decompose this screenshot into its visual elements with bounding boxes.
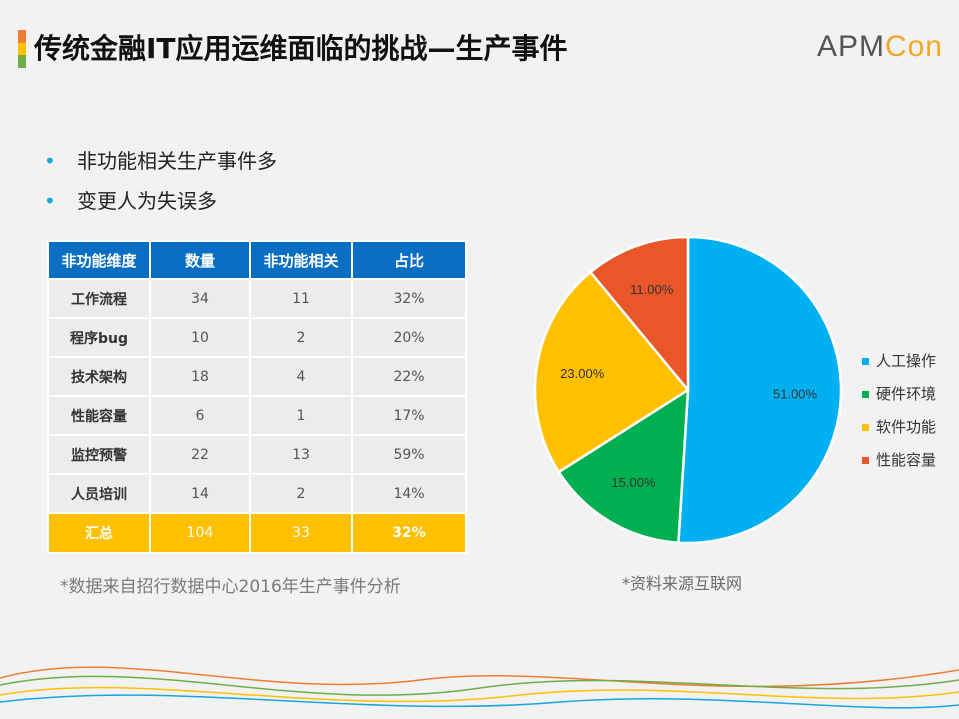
table-cell: 13 (249, 434, 353, 475)
wave-line-green (0, 675, 959, 696)
table-cell: 1 (249, 395, 353, 436)
table-header-cell: 非功能相关 (249, 240, 353, 280)
table-header-cell: 非功能维度 (47, 240, 151, 280)
decorative-waves (0, 666, 959, 709)
legend-item: 性能容量 (862, 444, 936, 477)
bullet-dot-icon: • (44, 149, 56, 173)
table-cell: 2 (249, 317, 353, 358)
apmcon-logo: APMCon (817, 30, 943, 64)
table-total-cell: 汇总 (47, 512, 151, 554)
table-row: 性能容量 6 1 17% (47, 395, 467, 436)
title-accent-yellow (18, 42, 26, 56)
table-cell: 20% (351, 317, 467, 358)
title-accent-bar (18, 30, 26, 68)
title-accent-orange (18, 30, 26, 43)
slide-title: 传统金融IT应用运维面临的挑战—生产事件 (34, 32, 568, 65)
legend-item: 软件功能 (862, 411, 936, 444)
legend-swatch (862, 358, 869, 365)
legend-item: 人工操作 (862, 345, 936, 378)
legend-swatch (862, 391, 869, 398)
table-row: 人员培训 14 2 14% (47, 473, 467, 514)
legend-label: 硬件环境 (876, 385, 937, 403)
table-header-cell: 占比 (351, 240, 467, 280)
pie-slice-3 (533, 270, 690, 474)
wave-line-yellow (0, 686, 959, 703)
pie-data-label: 23.00% (560, 366, 605, 381)
pie-data-label: 51.00% (773, 386, 818, 401)
legend-swatch (862, 424, 869, 431)
bullet-dot-icon: • (44, 189, 56, 213)
table-cell: 2 (249, 473, 353, 514)
table-cell: 14% (351, 473, 467, 514)
table-cell: 59% (351, 434, 467, 475)
table-cell: 性能容量 (47, 395, 151, 436)
table-cell: 工作流程 (47, 278, 151, 319)
table-total-cell: 104 (149, 512, 251, 554)
table-cell: 17% (351, 395, 467, 436)
logo-text-con: Con (884, 30, 943, 63)
table-row: 程序bug 10 2 20% (47, 317, 467, 358)
table-cell: 10 (149, 317, 251, 358)
pie-slice-2 (557, 387, 690, 545)
table-cell: 34 (149, 278, 251, 319)
table-row: 工作流程 34 11 32% (47, 278, 467, 319)
title-accent-green (18, 55, 26, 68)
bullet-item: • 非功能相关生产事件多 (44, 145, 277, 185)
table-cell: 14 (149, 473, 251, 514)
table-cell: 18 (149, 356, 251, 397)
pie-slice-1 (677, 235, 843, 545)
legend-label: 软件功能 (876, 418, 937, 436)
chart-source-note: *资料来源互联网 (622, 574, 743, 593)
legend-swatch (862, 457, 869, 464)
table-row: 技术架构 18 4 22% (47, 356, 467, 397)
pie-slice-4 (588, 235, 690, 394)
table-cell: 监控预警 (47, 434, 151, 475)
chart-legend: 人工操作硬件环境软件功能性能容量 (862, 345, 936, 477)
wave-line-blue (0, 694, 959, 709)
logo-text-apm: APM (816, 30, 885, 63)
pie-data-label: 11.00% (630, 282, 674, 297)
pie-data-label: 15.00% (611, 475, 656, 490)
table-cell: 人员培训 (47, 473, 151, 514)
bullet-text: 变更人为失误多 (77, 189, 217, 213)
table-cell: 11 (249, 278, 353, 319)
table-cell: 22 (149, 434, 251, 475)
wave-line-orange (0, 666, 959, 688)
bullet-text: 非功能相关生产事件多 (77, 149, 277, 173)
legend-label: 人工操作 (876, 352, 937, 370)
table-cell: 技术架构 (47, 356, 151, 397)
table-cell: 程序bug (47, 317, 151, 358)
table-source-note: *数据来自招行数据中心2016年生产事件分析 (60, 577, 401, 597)
table-total-cell: 33 (249, 512, 353, 554)
legend-label: 性能容量 (876, 451, 937, 469)
table-cell: 22% (351, 356, 467, 397)
bullet-item: • 变更人为失误多 (44, 185, 277, 225)
table-header-row: 非功能维度 数量 非功能相关 占比 (47, 240, 467, 280)
non-functional-table: 非功能维度 数量 非功能相关 占比 工作流程 34 11 32% 程序bug 1… (47, 240, 467, 554)
table-total-row: 汇总 104 33 32% (47, 512, 467, 554)
table-header-cell: 数量 (149, 240, 251, 280)
bullet-list: • 非功能相关生产事件多 • 变更人为失误多 (44, 145, 277, 225)
table-cell: 32% (351, 278, 467, 319)
table-cell: 6 (149, 395, 251, 436)
table-row: 监控预警 22 13 59% (47, 434, 467, 475)
table-cell: 4 (249, 356, 353, 397)
table-total-cell: 32% (351, 512, 467, 554)
legend-item: 硬件环境 (862, 378, 936, 411)
